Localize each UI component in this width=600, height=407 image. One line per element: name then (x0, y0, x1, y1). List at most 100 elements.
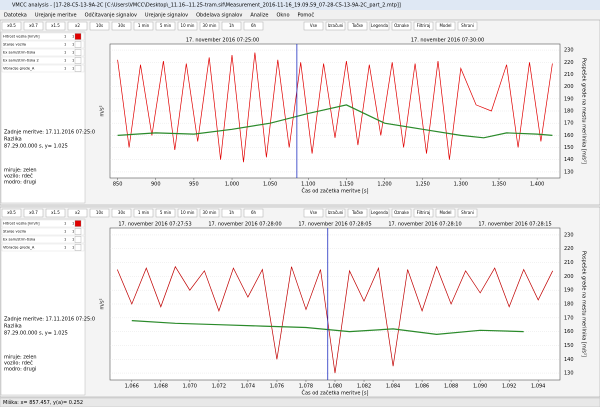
toolbar-label[interactable]: Točke (351, 210, 364, 215)
signal-row[interactable] (1, 64, 85, 73)
toolbar-button[interactable] (23, 208, 44, 218)
menu-item[interactable]: Analize (250, 13, 268, 19)
toolbar-button[interactable] (457, 208, 478, 218)
toolbar-button[interactable] (303, 21, 324, 31)
toolbar-button[interactable] (1, 21, 22, 31)
toolbar-button[interactable] (391, 208, 412, 218)
toolbar-label[interactable]: 1h (229, 210, 235, 215)
toolbar-label[interactable]: Shrani (461, 210, 474, 215)
toolbar-label[interactable]: 5 min (160, 23, 172, 28)
toolbar-button[interactable] (133, 208, 154, 218)
toolbar-label[interactable]: 30s (118, 210, 125, 215)
toolbar-button[interactable] (413, 208, 434, 218)
toolbar-label[interactable]: 1 min (138, 23, 150, 28)
signal-row[interactable] (1, 40, 85, 49)
toolbar-label[interactable]: Oznake (394, 23, 409, 28)
toolbar-label[interactable]: Oznake (394, 210, 409, 215)
toolbar-button[interactable] (369, 21, 390, 31)
toolbar-button[interactable] (45, 208, 66, 218)
toolbar-button[interactable] (199, 21, 220, 31)
signal-color[interactable] (74, 236, 82, 243)
toolbar-button[interactable] (347, 208, 368, 218)
toolbar-label[interactable]: Vse (310, 210, 318, 215)
toolbar-button[interactable] (89, 208, 110, 218)
toolbar-label[interactable]: x1.5 (51, 23, 60, 28)
toolbar-label[interactable]: Točke (351, 23, 364, 28)
toolbar-label[interactable]: 10 min (181, 210, 195, 215)
menu-item[interactable]: Datoteka (4, 13, 27, 19)
toolbar-button[interactable] (67, 208, 88, 218)
toolbar-button[interactable] (199, 208, 220, 218)
menu-item[interactable]: Urejanje meritve (35, 13, 77, 19)
toolbar-button[interactable] (67, 21, 88, 31)
toolbar-label[interactable]: Legenda (371, 23, 389, 28)
toolbar-button[interactable] (177, 21, 198, 31)
toolbar-label[interactable]: 10 min (181, 23, 195, 28)
toolbar-button[interactable] (325, 208, 346, 218)
toolbar-label[interactable]: 5 min (160, 210, 172, 215)
menu-item[interactable]: Okno (276, 13, 289, 19)
signal-row[interactable] (1, 219, 85, 228)
toolbar-button[interactable] (391, 21, 412, 31)
signal-row[interactable] (1, 56, 85, 65)
toolbar-label[interactable]: Vse (310, 23, 318, 28)
toolbar-label[interactable]: 6h (251, 210, 257, 215)
toolbar-button[interactable] (243, 21, 264, 31)
toolbar-button[interactable] (221, 208, 242, 218)
toolbar-label[interactable]: x0.5 (7, 210, 16, 215)
toolbar-button[interactable] (1, 208, 22, 218)
toolbar-label[interactable]: x0.5 (7, 23, 16, 28)
toolbar-label[interactable]: 1 min (138, 210, 150, 215)
toolbar-button[interactable] (457, 21, 478, 31)
toolbar-label[interactable]: 30 min (203, 210, 217, 215)
toolbar-button[interactable] (347, 21, 368, 31)
signal-color[interactable] (74, 57, 82, 64)
signal-row[interactable] (1, 32, 85, 41)
toolbar-label[interactable]: Filtriraj (417, 23, 431, 28)
toolbar-label[interactable]: x1.5 (51, 210, 60, 215)
toolbar-label[interactable]: x2 (75, 210, 80, 215)
toolbar-label[interactable]: Izračuni (328, 210, 344, 215)
signal-color[interactable] (74, 41, 82, 48)
toolbar-button[interactable] (435, 21, 456, 31)
toolbar-label[interactable]: Model (439, 210, 451, 215)
toolbar-button[interactable] (89, 21, 110, 31)
signal-row[interactable] (1, 235, 85, 244)
toolbar-button[interactable] (435, 208, 456, 218)
toolbar-button[interactable] (221, 21, 242, 31)
toolbar-button[interactable] (243, 208, 264, 218)
toolbar-button[interactable] (177, 208, 198, 218)
toolbar-button[interactable] (155, 21, 176, 31)
toolbar-button[interactable] (23, 21, 44, 31)
toolbar-button[interactable] (133, 21, 154, 31)
signal-row[interactable] (1, 243, 85, 252)
toolbar-label[interactable]: Shrani (461, 23, 474, 28)
toolbar-label[interactable]: Model (439, 23, 451, 28)
toolbar-button[interactable] (303, 208, 324, 218)
toolbar-button[interactable] (111, 21, 132, 31)
toolbar-button[interactable] (413, 21, 434, 31)
toolbar-label[interactable]: 10s (96, 210, 103, 215)
toolbar-label[interactable]: x0.7 (29, 210, 38, 215)
signal-color[interactable] (74, 228, 82, 235)
toolbar-button[interactable] (45, 21, 66, 31)
toolbar-button[interactable] (325, 21, 346, 31)
toolbar-label[interactable]: 30s (118, 23, 125, 28)
menu-item[interactable]: Odčitavanje signalov (85, 12, 137, 19)
toolbar-label[interactable]: x0.7 (29, 23, 38, 28)
toolbar-button[interactable] (111, 208, 132, 218)
signal-color[interactable] (74, 49, 82, 56)
toolbar-label[interactable]: 30 min (203, 23, 217, 28)
toolbar-label[interactable]: 10s (96, 23, 103, 28)
signal-row[interactable] (1, 48, 85, 57)
menu-item[interactable]: Urejanje signalov (145, 13, 188, 19)
signal-row[interactable] (1, 227, 85, 236)
toolbar-button[interactable] (155, 208, 176, 218)
signal-color[interactable] (74, 220, 82, 227)
toolbar-label[interactable]: x2 (75, 23, 80, 28)
toolbar-label[interactable]: 6h (251, 23, 257, 28)
toolbar-label[interactable]: Izračuni (328, 23, 344, 28)
signal-color[interactable] (74, 65, 82, 72)
signal-color[interactable] (74, 33, 82, 40)
menu-item[interactable]: Pomoč (298, 12, 315, 19)
